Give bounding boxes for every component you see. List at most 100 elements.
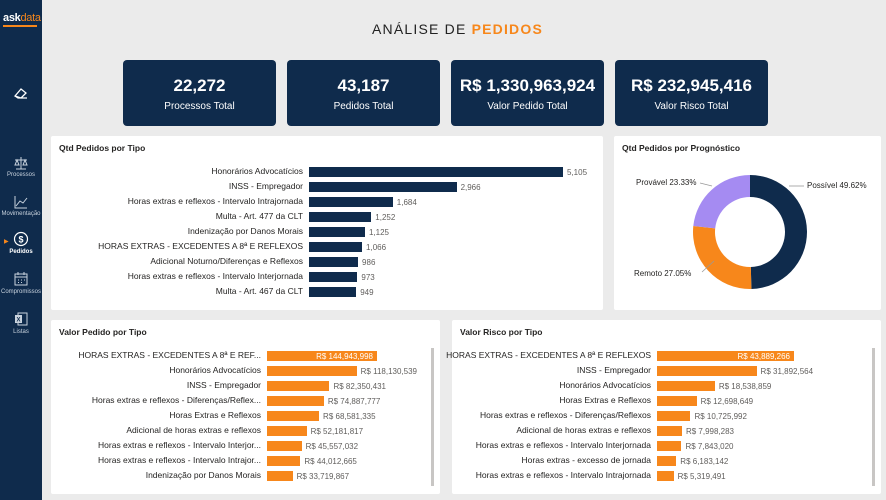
bar-value-label: R$ 31,892,564	[760, 367, 814, 376]
bar-value-label: 1,252	[375, 213, 396, 222]
bar[interactable]	[309, 227, 365, 237]
bar[interactable]	[657, 456, 677, 466]
svg-text:$: $	[18, 235, 23, 245]
bar-value-label: R$ 18,538,859	[718, 382, 772, 391]
chart-title: Valor Pedido por Tipo	[59, 327, 147, 337]
bar[interactable]	[267, 426, 307, 436]
bar[interactable]	[657, 366, 757, 376]
bar-category-label: Horas extras - excesso de jornada	[521, 455, 651, 465]
calendar-icon	[14, 272, 28, 286]
bar-category-label: INSS - Empregador	[576, 365, 651, 375]
sidebar-item-pedidos[interactable]: $ Pedidos	[0, 231, 42, 255]
bar[interactable]	[267, 441, 302, 451]
scrollbar[interactable]	[431, 348, 434, 486]
bar[interactable]	[657, 441, 682, 451]
bar-category-label: INSS - Empregador	[228, 181, 303, 191]
bar-category-label: Multa - Art. 477 da CLT	[215, 211, 303, 221]
pie-slice[interactable]	[693, 175, 750, 229]
sidebar-item-processos[interactable]: Processos	[0, 156, 42, 178]
bar[interactable]	[309, 212, 372, 222]
donut-svg	[693, 175, 807, 289]
bar-value-label: R$ 74,887,777	[327, 397, 381, 406]
bar-category-label: Adicional de horas extras e reflexos	[516, 425, 651, 435]
bar[interactable]	[309, 182, 457, 192]
bar[interactable]	[267, 456, 301, 466]
pie-label: Remoto 27.05%	[634, 269, 692, 278]
kpi-label: Pedidos Total	[333, 101, 394, 112]
bar[interactable]	[267, 381, 330, 391]
kpi-value: R$ 1,330,963,924	[459, 76, 596, 95]
bar-category-label: Horas Extras e Reflexos	[169, 410, 261, 420]
kpi-value: R$ 232,945,416	[631, 76, 752, 95]
bar-value-label: 986	[362, 258, 376, 267]
bar-category-label: Multa - Art. 467 da CLT	[215, 286, 303, 296]
svg-text:X: X	[16, 318, 20, 324]
bar-value-label: R$ 10,725,992	[694, 412, 747, 421]
bar[interactable]	[657, 471, 674, 481]
kpi-label: Valor Risco Total	[654, 101, 729, 112]
bar-value-label: 1,684	[396, 198, 417, 207]
bar[interactable]	[267, 471, 293, 481]
kpi-value: 22,272	[173, 76, 226, 95]
eraser-icon[interactable]	[0, 86, 42, 102]
sidebar-item-label: Compromissos	[0, 289, 41, 295]
kpi-label: Processos Total	[164, 101, 235, 112]
kpi-card-valor-pedido: R$ 1,330,963,924 Valor Pedido Total	[451, 60, 604, 126]
bar-category-label: Horas Extras e Reflexos	[559, 395, 651, 405]
sidebar: askdata Processos Movimentação ▶ $ Pedid…	[0, 0, 42, 500]
sidebar-item-listas[interactable]: X Listas	[0, 311, 42, 335]
bar-value-label: R$ 118,130,539	[360, 367, 417, 376]
active-indicator-icon: ▶	[4, 239, 9, 245]
bar-category-label: Adicional Noturno/Diferenças e Reflexos	[150, 256, 303, 266]
bar-value-label: R$ 52,181,817	[310, 427, 364, 436]
bar[interactable]	[309, 197, 393, 207]
logo-underline	[3, 25, 37, 27]
bar[interactable]	[309, 272, 358, 282]
bar[interactable]	[309, 242, 363, 252]
pie-leader-line	[701, 260, 715, 273]
bar-category-label: HORAS EXTRAS - EXCEDENTES A 8ª E REF...	[78, 350, 261, 360]
bar[interactable]	[309, 287, 357, 297]
bar-category-label: Horas extras e reflexos - Diferenças/Ref…	[479, 410, 651, 420]
qtd-pedidos-prognostico-chart: Qtd Pedidos por Prognóstico Possível 49.…	[614, 136, 881, 310]
spreadsheet-icon: X	[15, 312, 28, 326]
bar-value-label: 949	[360, 288, 374, 297]
app-logo: askdata	[3, 12, 41, 24]
bar-value-label: R$ 144,943,998	[316, 352, 373, 361]
bar-category-label: Horas extras e reflexos - Intervalo Inte…	[475, 440, 651, 450]
bar-value-label: R$ 43,889,266	[737, 352, 791, 361]
bar[interactable]	[309, 257, 359, 267]
bar[interactable]	[657, 411, 691, 421]
sidebar-item-label: Listas	[13, 329, 29, 335]
bar-value-label: 973	[361, 273, 375, 282]
bar[interactable]	[657, 381, 715, 391]
bar-category-label: Horas extras e reflexos - Intervalo Intr…	[475, 470, 651, 480]
sidebar-item-movimentacao[interactable]: Movimentação	[0, 195, 42, 217]
pie-slice[interactable]	[693, 226, 752, 289]
bar-category-label: Indenização por Danos Morais	[145, 470, 261, 480]
sidebar-item-compromissos[interactable]: Compromissos	[0, 271, 42, 295]
chart-title: Qtd Pedidos por Tipo	[59, 143, 146, 153]
bar[interactable]	[309, 167, 563, 177]
sidebar-item-label: Pedidos	[9, 249, 33, 255]
bar[interactable]	[267, 411, 320, 421]
bar[interactable]	[267, 351, 377, 361]
pie-slice[interactable]	[750, 175, 807, 289]
bar[interactable]	[657, 426, 682, 436]
bar-value-label: 2,966	[460, 183, 481, 192]
bar-category-label: HORAS EXTRAS - EXCEDENTES A 8ª E REFLEXO…	[98, 241, 303, 251]
bar-category-label: INSS - Empregador	[186, 380, 261, 390]
bar-value-label: 5,105	[567, 168, 588, 177]
bar-category-label: Horas extras e reflexos - Intervalo Inte…	[98, 440, 261, 450]
scrollbar[interactable]	[872, 348, 875, 486]
page-title: ANÁLISE DE PEDIDOS	[372, 21, 543, 37]
line-chart-icon	[14, 196, 28, 209]
bar[interactable]	[657, 351, 794, 361]
bar-value-label: R$ 45,557,032	[305, 442, 359, 451]
bar-category-label: HORAS EXTRAS - EXCEDENTES A 8ª E REFLEXO…	[446, 350, 651, 360]
bar[interactable]	[657, 396, 697, 406]
bar-value-label: R$ 12,698,649	[700, 397, 754, 406]
bar[interactable]	[267, 366, 357, 376]
bar[interactable]	[267, 396, 324, 406]
bar-value-label: 1,066	[366, 243, 387, 252]
